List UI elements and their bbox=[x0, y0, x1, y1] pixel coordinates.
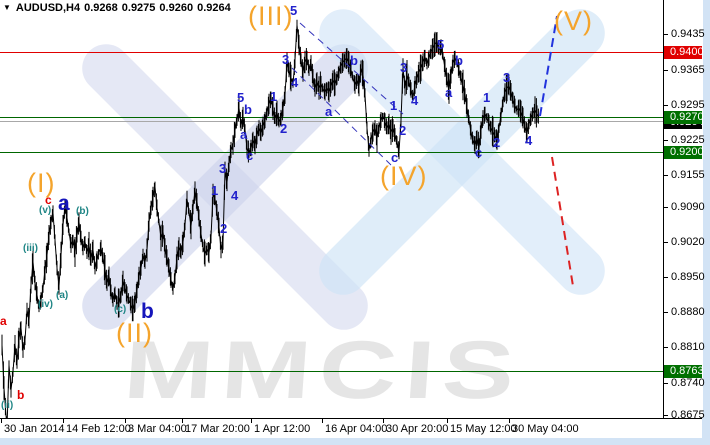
price-tick-mark bbox=[664, 347, 668, 348]
symbol-dropdown-icon[interactable]: ▼ bbox=[3, 3, 11, 12]
chart-title: ▼ AUDUSD,H4 0.9268 0.9275 0.9260 0.9264 bbox=[3, 2, 235, 14]
price-tick-mark bbox=[664, 312, 668, 313]
price-tick-label: 0.8950 bbox=[671, 271, 705, 283]
time-tick-label: 3 Mar 04:00 bbox=[128, 423, 187, 435]
price-tick-label: 0.8740 bbox=[671, 377, 705, 389]
dashed-trendline-3[interactable] bbox=[551, 156, 574, 287]
price-bars bbox=[1, 19, 539, 418]
price-tick-label: 0.9020 bbox=[671, 236, 705, 248]
price-tick-label: 0.8810 bbox=[671, 341, 705, 353]
time-tick-mark bbox=[509, 419, 510, 423]
dashed-trendline-2[interactable] bbox=[539, 15, 558, 117]
time-tick-mark bbox=[251, 419, 252, 423]
close-value: 0.9264 bbox=[197, 2, 231, 14]
dashed-trendline-0[interactable] bbox=[299, 22, 404, 115]
time-tick-label: 15 May 12:00 bbox=[450, 423, 517, 435]
time-tick-mark bbox=[125, 419, 126, 423]
price-tick-mark bbox=[664, 383, 668, 384]
price-tick-label: 0.9435 bbox=[671, 28, 705, 40]
price-level-badge: 0.9200 bbox=[664, 146, 704, 159]
time-tick-label: 1 Apr 12:00 bbox=[254, 423, 311, 435]
time-tick-label: 17 Mar 20:00 bbox=[185, 423, 250, 435]
price-tick-label: 0.8880 bbox=[671, 306, 705, 318]
time-tick-label: 14 Feb 12:00 bbox=[66, 423, 131, 435]
time-axis[interactable]: 30 Jan 2014 14 Feb 12:00 3 Mar 04:00 17 Mar… bbox=[0, 418, 702, 438]
time-tick-label: 30 May 04:00 bbox=[512, 423, 579, 435]
time-tick-mark bbox=[383, 419, 384, 423]
price-tick-mark bbox=[664, 140, 668, 141]
time-tick-mark bbox=[1, 419, 2, 423]
price-tick-mark bbox=[664, 105, 668, 106]
time-tick-label: 16 Apr 04:00 bbox=[325, 423, 388, 435]
chart-panel: MMCIS (I) (II) (III) (IV) (V) a b 1 2 3 4 5 b a c 1 2 3 4 5… bbox=[0, 0, 705, 438]
price-tick-mark bbox=[664, 70, 668, 71]
low-value: 0.9260 bbox=[159, 2, 194, 14]
price-tick-mark bbox=[664, 34, 668, 35]
price-tick-label: 0.9295 bbox=[671, 99, 705, 111]
price-tick-mark bbox=[664, 242, 668, 243]
price-level-badge: 0.9270 bbox=[664, 111, 704, 124]
price-tick-mark bbox=[664, 415, 668, 416]
price-tick-mark bbox=[664, 277, 668, 278]
time-tick-mark bbox=[182, 419, 183, 423]
price-tick-mark bbox=[664, 207, 668, 208]
price-tick-mark bbox=[664, 175, 668, 176]
time-tick-mark bbox=[63, 419, 64, 423]
price-tick-label: 0.9155 bbox=[671, 169, 705, 181]
time-tick-label: 30 Jan 2014 bbox=[4, 423, 65, 435]
price-tick-label: 0.9090 bbox=[671, 201, 705, 213]
watermark-logo-text: MMCIS bbox=[121, 325, 525, 416]
chart-canvas[interactable]: MMCIS bbox=[0, 0, 663, 418]
price-level-badge: 0.8763 bbox=[664, 365, 704, 378]
time-tick-mark bbox=[447, 419, 448, 423]
price-level-badge: 0.9400 bbox=[664, 46, 704, 59]
time-tick-mark bbox=[322, 419, 323, 423]
open-value: 0.9268 bbox=[84, 2, 118, 14]
high-value: 0.9275 bbox=[121, 2, 156, 14]
price-tick-label: 0.9225 bbox=[671, 134, 705, 146]
symbol-period-label: AUDUSD,H4 bbox=[15, 2, 81, 14]
price-tick-label: 0.9365 bbox=[671, 64, 705, 76]
price-axis[interactable]: 0.9435 0.9365 0.9295 0.9225 0.9155 0.9090 0.90… bbox=[663, 0, 705, 421]
time-tick-label: 30 Apr 20:00 bbox=[386, 423, 449, 435]
